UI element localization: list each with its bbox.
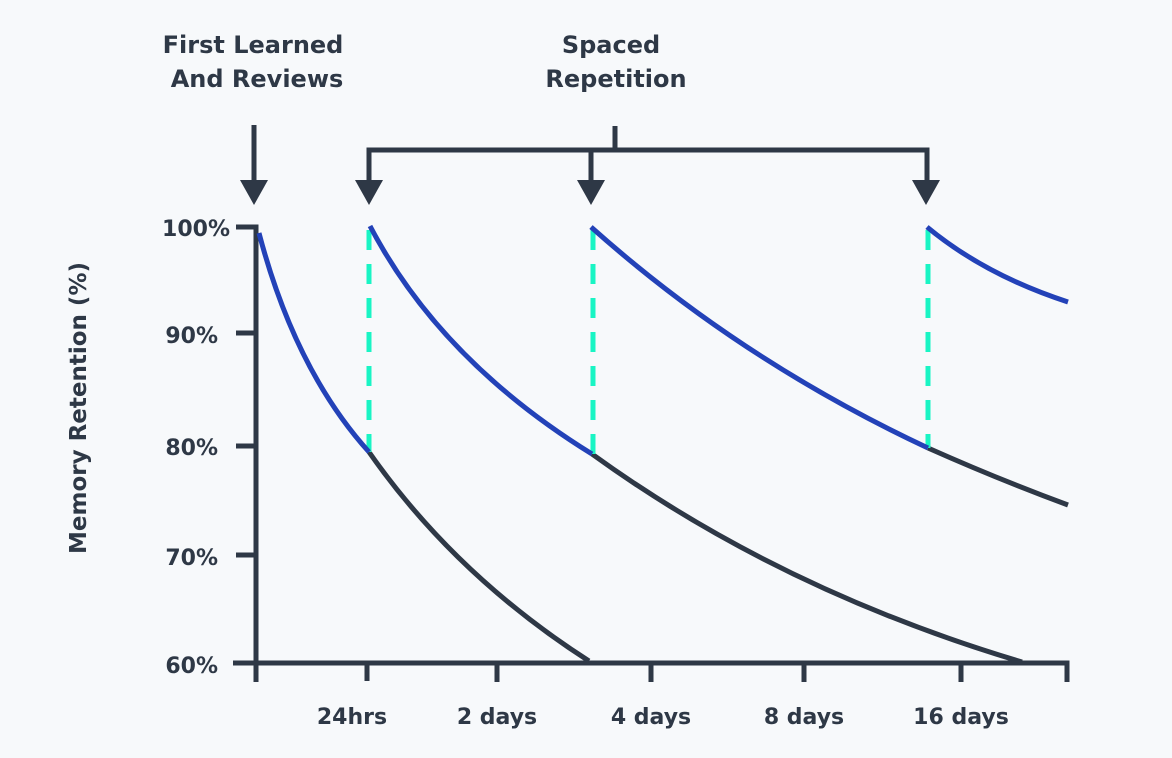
x-tick-2days: 2 days (457, 705, 537, 730)
decay-curve-1 (366, 450, 591, 664)
decay-curve-2 (590, 451, 1023, 665)
y-tick-60: 60% (165, 654, 218, 679)
y-axis-line (236, 224, 259, 682)
decay-curve-3 (926, 445, 1069, 508)
y-tick-80: 80% (165, 436, 218, 461)
x-axis-tick-labels: 24hrs 2 days 4 days 8 days 16 days (317, 705, 1009, 730)
y-tick-90: 90% (165, 324, 218, 349)
review-curve-3 (589, 225, 930, 451)
review-curve-4 (925, 225, 1069, 305)
decay-curves (366, 445, 1069, 665)
review-curves (256, 224, 1069, 457)
axes (233, 224, 1070, 682)
annotation-first-learned-line2: And Reviews (171, 65, 344, 93)
x-tick-16days: 16 days (913, 705, 1009, 730)
y-axis-tick-labels: 100% 90% 80% 70% 60% (162, 217, 230, 679)
x-tick-4days: 4 days (611, 705, 691, 730)
x-tick-8days: 8 days (764, 705, 844, 730)
x-axis-line (233, 660, 1070, 682)
review-curve-2 (367, 224, 594, 457)
review-curve-1 (256, 232, 371, 454)
spaced-repetition-arrowheads-icon (355, 180, 940, 205)
annotation-spaced-line2: Repetition (545, 65, 686, 93)
annotation-first-learned-line1: First Learned (163, 31, 344, 59)
y-tick-70: 70% (165, 546, 218, 571)
y-axis-title: Memory Retention (%) (66, 262, 92, 554)
annotation-first-learned: First Learned And Reviews (163, 31, 344, 93)
spaced-repetition-bracket (366, 126, 930, 182)
first-learned-arrow-icon (240, 125, 268, 205)
annotation-spaced-line1: Spaced (562, 31, 660, 59)
x-tick-24hrs: 24hrs (317, 705, 387, 730)
annotation-spaced-repetition: Spaced Repetition (545, 31, 686, 93)
review-markers (366, 230, 931, 454)
y-tick-100: 100% (162, 217, 230, 242)
